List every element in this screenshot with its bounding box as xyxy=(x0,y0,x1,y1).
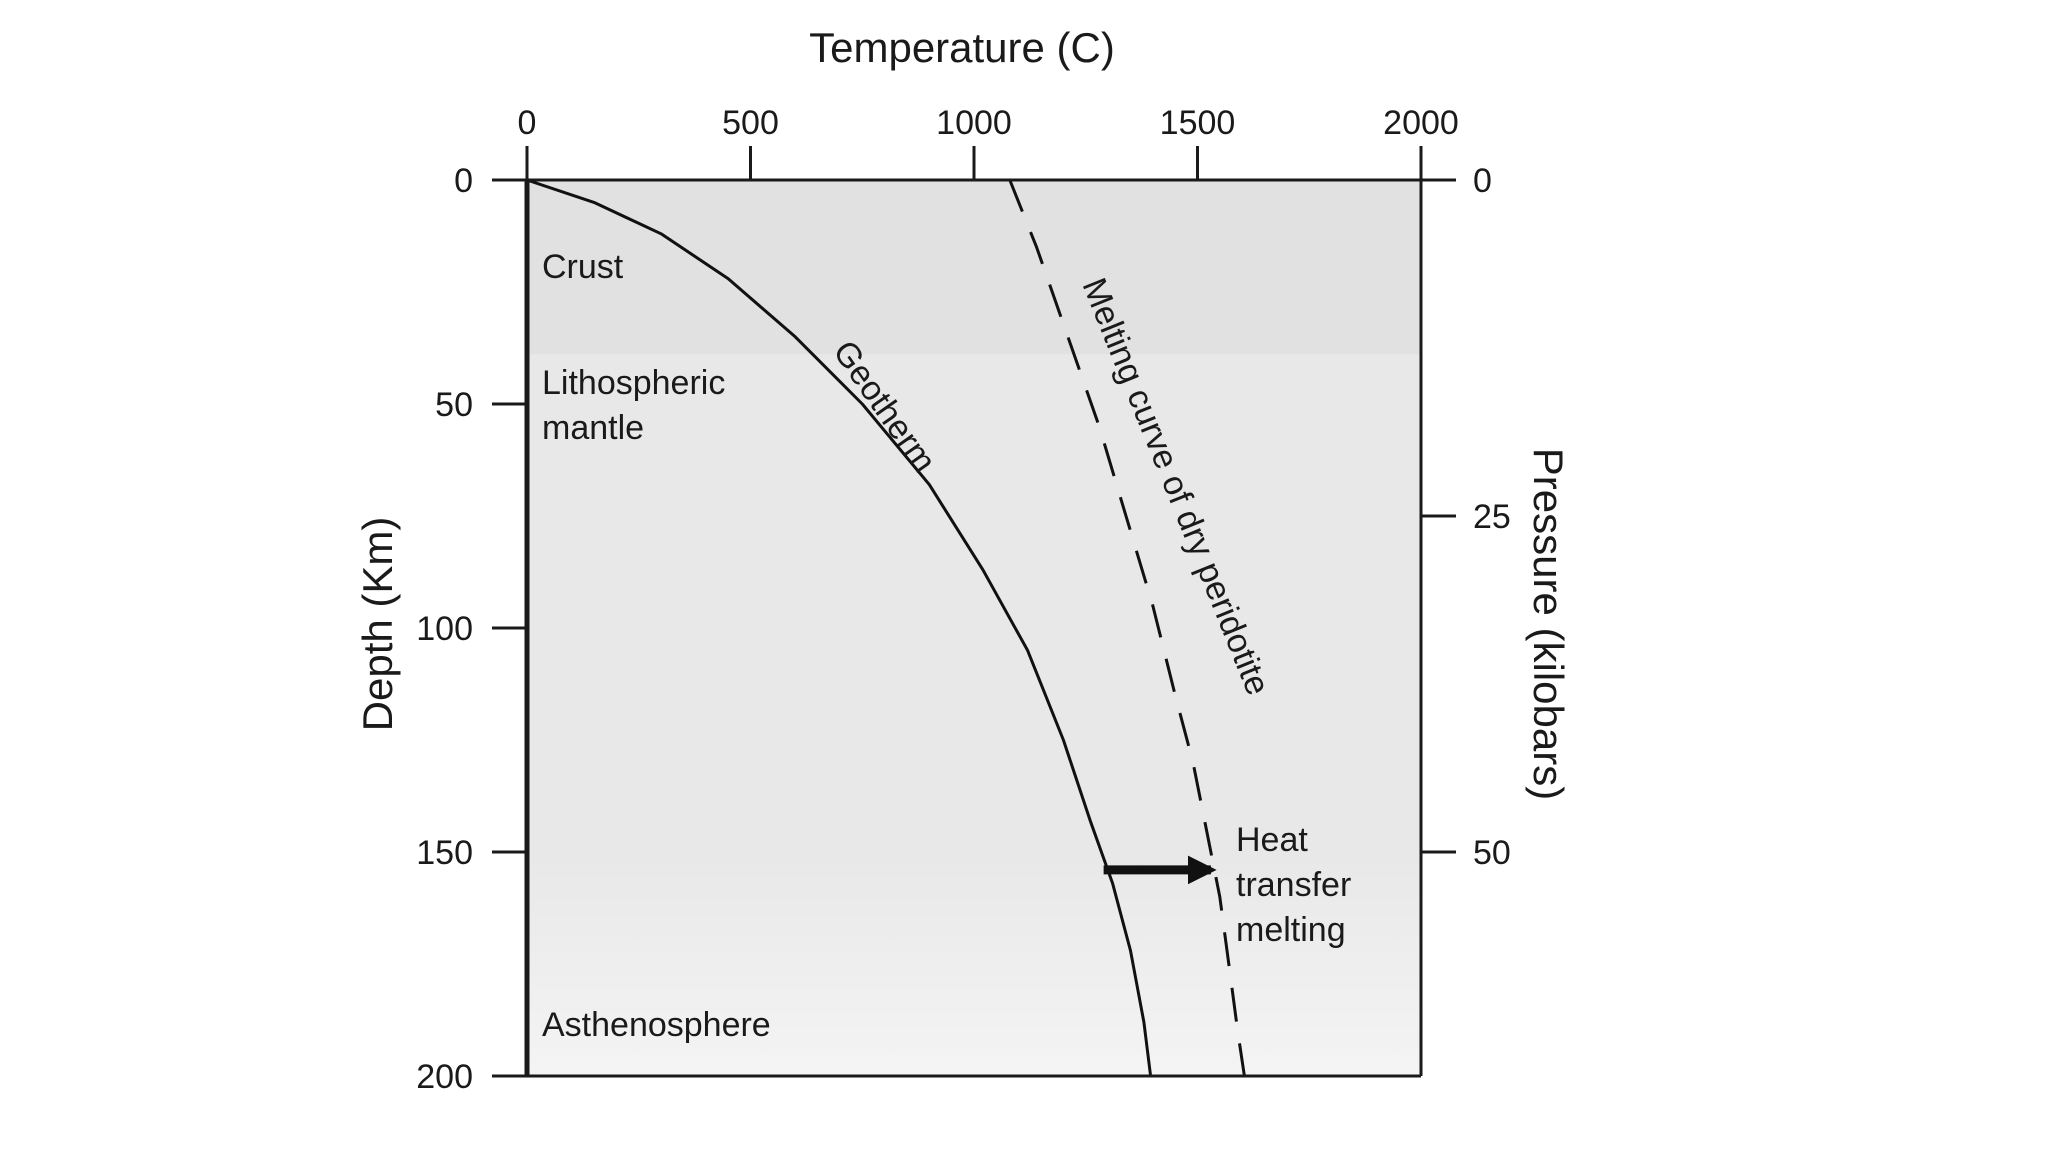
y2-axis-title: Pressure (kilobars) xyxy=(1525,448,1572,800)
y2-tick-label-25: 25 xyxy=(1473,498,1511,536)
y-tick-label-50: 50 xyxy=(435,386,473,424)
x-tick-label-1500: 1500 xyxy=(1160,104,1236,142)
x-tick-label-2000: 2000 xyxy=(1383,104,1459,142)
region-label-asthenosphere: Asthenosphere xyxy=(542,1006,771,1044)
y-tick-label-100: 100 xyxy=(416,610,473,648)
y-tick-label-0: 0 xyxy=(454,162,473,200)
y2-tick-label-0: 0 xyxy=(1473,162,1492,200)
x-axis-title: Temperature (C) xyxy=(809,24,1115,71)
x-tick-label-1000: 1000 xyxy=(936,104,1012,142)
region-lithospheric-mantle xyxy=(527,354,1421,852)
region-asthenosphere xyxy=(527,852,1421,1076)
annotation-line-heat: Heat xyxy=(1236,821,1308,859)
region-label-crust: Crust xyxy=(542,248,624,286)
y-axis-title: Depth (Km) xyxy=(354,517,401,732)
x-tick-label-500: 500 xyxy=(722,104,779,142)
series-line-melting-curve-of-dry-peridotite xyxy=(1008,179,1246,1077)
region-label-lithospheric-line1: Lithospheric xyxy=(542,364,725,402)
heat-transfer-annotation: Heat transfer melting xyxy=(1103,821,1351,949)
series-line-geotherm xyxy=(526,178,1153,1077)
region-crust xyxy=(527,180,1421,355)
y2-tick-label-50: 50 xyxy=(1473,834,1511,872)
annotation-line-transfer: transfer xyxy=(1236,866,1351,904)
series-layer xyxy=(526,178,1246,1077)
x-tick-label-0: 0 xyxy=(518,104,537,142)
depth-regions xyxy=(527,180,1421,1076)
y-tick-label-200: 200 xyxy=(416,1058,473,1096)
y-tick-label-150: 150 xyxy=(416,834,473,872)
region-labels: Crust Lithospheric mantle Asthenosphere xyxy=(542,248,771,1044)
region-label-lithospheric-line2: mantle xyxy=(542,409,644,447)
annotation-line-melting: melting xyxy=(1236,911,1346,949)
